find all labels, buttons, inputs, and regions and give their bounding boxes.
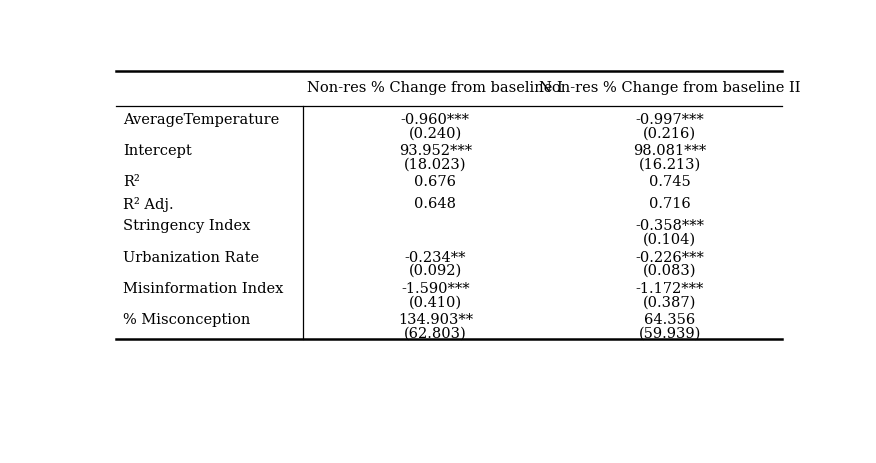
- Text: 0.676: 0.676: [414, 175, 456, 189]
- Text: Non-res % Change from baseline I: Non-res % Change from baseline I: [307, 81, 563, 94]
- Text: 64.356: 64.356: [644, 312, 696, 326]
- Text: R² Adj.: R² Adj.: [123, 196, 173, 211]
- Text: (18.023): (18.023): [404, 157, 467, 171]
- Text: 134.903**: 134.903**: [398, 312, 473, 326]
- Text: 98.081***: 98.081***: [633, 144, 706, 158]
- Text: (0.387): (0.387): [643, 294, 696, 308]
- Text: -0.226***: -0.226***: [635, 250, 704, 264]
- Text: -0.960***: -0.960***: [401, 113, 470, 127]
- Text: R²: R²: [123, 175, 140, 189]
- Text: -1.590***: -1.590***: [401, 281, 470, 295]
- Text: (0.216): (0.216): [643, 126, 696, 140]
- Text: 0.716: 0.716: [649, 197, 690, 211]
- Text: -0.234**: -0.234**: [405, 250, 466, 264]
- Text: Misinformation Index: Misinformation Index: [123, 281, 284, 295]
- Text: Urbanization Rate: Urbanization Rate: [123, 250, 259, 264]
- Text: -0.997***: -0.997***: [635, 113, 704, 127]
- Text: -1.172***: -1.172***: [635, 281, 703, 295]
- Text: (62.803): (62.803): [404, 325, 467, 339]
- Text: AverageTemperature: AverageTemperature: [123, 113, 279, 127]
- Text: 93.952***: 93.952***: [399, 144, 472, 158]
- Text: (0.410): (0.410): [409, 294, 462, 308]
- Text: 0.648: 0.648: [414, 197, 456, 211]
- Text: (59.939): (59.939): [639, 325, 701, 339]
- Text: -0.358***: -0.358***: [635, 219, 704, 233]
- Text: (0.083): (0.083): [643, 263, 696, 277]
- Text: % Misconception: % Misconception: [123, 312, 251, 326]
- Text: Intercept: Intercept: [123, 144, 192, 158]
- Text: (0.104): (0.104): [643, 232, 696, 246]
- Text: 0.745: 0.745: [649, 175, 690, 189]
- Text: (16.213): (16.213): [639, 157, 701, 171]
- Text: (0.092): (0.092): [409, 263, 462, 277]
- Text: Non-res % Change from baseline II: Non-res % Change from baseline II: [539, 81, 801, 94]
- Text: Stringency Index: Stringency Index: [123, 219, 251, 233]
- Text: (0.240): (0.240): [409, 126, 462, 140]
